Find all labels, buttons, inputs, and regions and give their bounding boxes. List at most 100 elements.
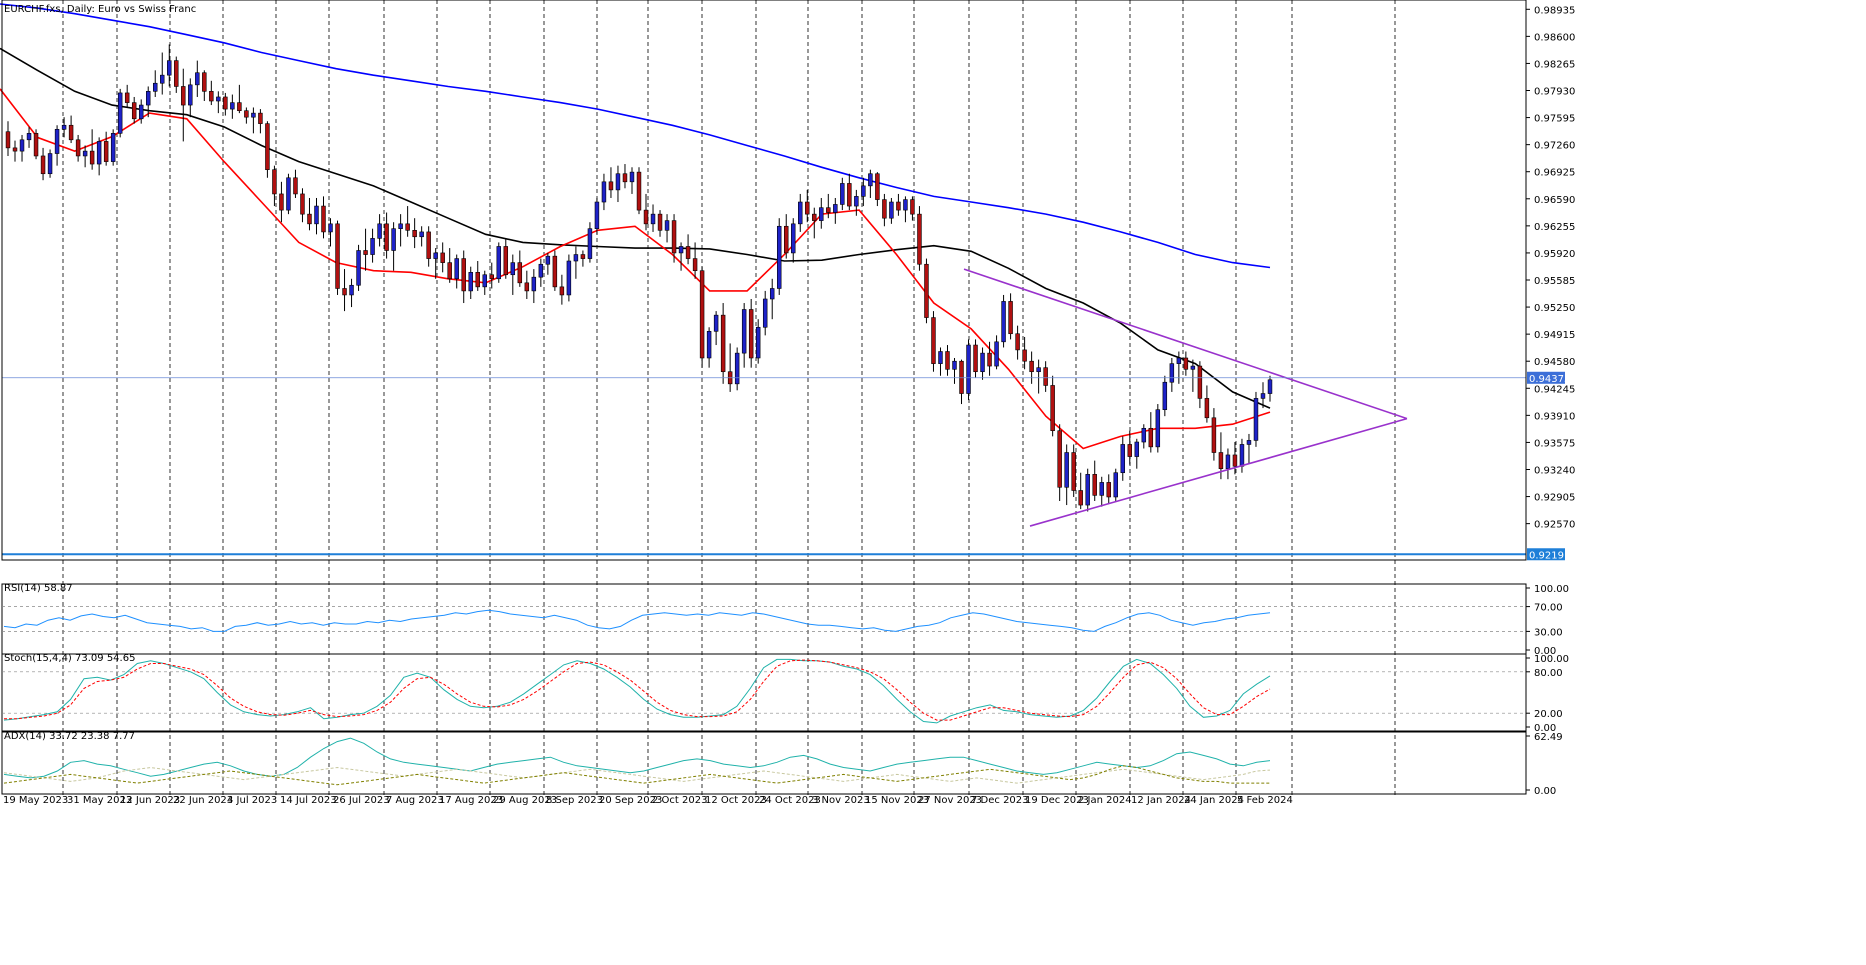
candle-body [54, 128, 60, 154]
candle-body [952, 360, 957, 370]
candle-body [671, 220, 677, 254]
triangle-trendlines[interactable] [963, 268, 1408, 527]
candle-body [840, 183, 845, 205]
candle [153, 70, 158, 97]
level-label: 0.00 [1534, 786, 1556, 797]
candle-body [889, 201, 894, 219]
candle [258, 109, 263, 134]
candle-body [314, 205, 319, 225]
candle [798, 193, 803, 232]
candle-body [1120, 444, 1125, 474]
candle-body [1176, 357, 1182, 364]
candle [875, 172, 880, 207]
candle [784, 214, 789, 259]
indicator-line [3, 609, 1271, 632]
lower-trendline[interactable] [1029, 417, 1408, 527]
candle [1120, 436, 1125, 481]
candle [1267, 375, 1273, 402]
candle-body [75, 139, 81, 157]
indicator-line [3, 658, 1271, 724]
candle-body [573, 254, 579, 262]
price-tick-label: 0.93910 [1534, 411, 1575, 422]
candle-body [489, 274, 494, 280]
candle-body [131, 102, 137, 120]
candle-body [1099, 482, 1104, 496]
candle [1092, 460, 1097, 502]
x-tick-label: 3 Nov 2023 [812, 795, 870, 806]
candle-body [426, 231, 431, 259]
candle [68, 115, 74, 144]
candle [1134, 438, 1140, 469]
indicator-frame-1 [1, 653, 1527, 732]
price-tick-label: 0.92905 [1534, 493, 1575, 504]
candle-body [1008, 301, 1013, 335]
candle-body [538, 263, 544, 278]
candle [524, 270, 530, 299]
candle-body [1064, 452, 1069, 488]
candle [503, 238, 509, 279]
candle-body [650, 213, 656, 225]
x-tick-label: 4 Jul 2023 [227, 795, 277, 806]
candle [748, 298, 754, 368]
candle [973, 339, 978, 378]
price-tick-label: 0.94580 [1534, 357, 1575, 368]
candle-body [124, 92, 130, 103]
candle-body [1239, 444, 1245, 467]
candle-body [1113, 472, 1118, 498]
candle [12, 140, 18, 162]
x-tick-label: 15 Nov 2023 [865, 795, 929, 806]
candle [286, 173, 291, 215]
candle [489, 262, 494, 289]
candle-body [1225, 454, 1231, 469]
indicator-label: RSI(14) 58.87 [4, 583, 73, 594]
candle [966, 339, 971, 400]
candle-body [61, 124, 67, 130]
candle-body [12, 147, 18, 152]
candle-body [854, 196, 859, 207]
indicator-label: Stoch(15,4,4) 73.09 54.65 [4, 653, 135, 664]
candle-body [1211, 417, 1217, 453]
candle-body [89, 150, 95, 165]
candle-body [924, 263, 929, 318]
candle-body [117, 92, 123, 134]
candle-body [1155, 409, 1161, 448]
candle-body [356, 250, 361, 286]
candle [826, 193, 831, 219]
price-tick-label: 0.93575 [1534, 438, 1575, 449]
candle [510, 254, 516, 295]
candle-body [405, 223, 410, 231]
candle-body [622, 173, 628, 183]
upper-trendline[interactable] [963, 268, 1408, 420]
candle [924, 258, 929, 324]
candle [573, 246, 579, 279]
candle-body [510, 262, 516, 276]
candle [145, 86, 151, 118]
candle-body [447, 262, 452, 280]
candle [342, 269, 347, 312]
candle [910, 196, 915, 221]
candle [987, 341, 992, 376]
current-price-badge [1527, 371, 1565, 384]
candle-body [566, 260, 572, 296]
candle [1071, 444, 1076, 497]
candle [131, 96, 137, 124]
candle [1099, 476, 1104, 507]
candle [601, 173, 607, 211]
horizontal-lines[interactable]: 0.94375 0.92191 [2, 371, 1570, 561]
candle-body [755, 326, 761, 359]
candle-body [966, 344, 971, 394]
candle-body [762, 298, 768, 328]
candle [805, 189, 810, 223]
candle [1008, 293, 1013, 340]
candle-body [468, 272, 473, 292]
candle [734, 347, 740, 391]
current-price-label: 0.94375 [1529, 374, 1570, 385]
candle [1113, 468, 1118, 502]
level-label: 62.49 [1534, 732, 1563, 743]
candle-body [328, 223, 333, 233]
candle-body [391, 228, 396, 251]
candle-body [251, 112, 256, 118]
candle-body [559, 286, 565, 296]
price-tick-label: 0.96590 [1534, 195, 1575, 206]
